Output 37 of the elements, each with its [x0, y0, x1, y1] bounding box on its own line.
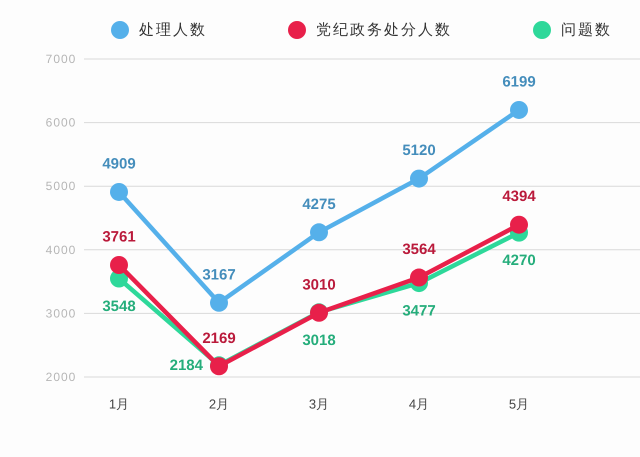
data-label: 6199 — [502, 73, 536, 90]
data-label: 5120 — [402, 142, 436, 160]
point — [510, 216, 528, 234]
data-label: 3018 — [302, 332, 336, 349]
data-label: 3564 — [402, 241, 436, 258]
data-label: 4275 — [302, 196, 336, 213]
data-label: 4909 — [102, 155, 136, 172]
legend-label: 处理人数 — [139, 22, 207, 38]
legend-label: 党纪政务处分人数 — [316, 22, 452, 38]
data-label: 4394 — [502, 188, 536, 206]
x-tick-label: 4月 — [408, 396, 430, 412]
point — [310, 223, 328, 242]
data-label: 3477 — [402, 302, 436, 320]
data-label: 2169 — [202, 330, 236, 347]
x-tick-label: 3月 — [308, 396, 330, 412]
data-label: 3761 — [102, 228, 136, 246]
y-tick-label: 3000 — [46, 306, 76, 320]
point — [410, 268, 428, 287]
point — [110, 182, 128, 201]
data-label: 3167 — [202, 266, 236, 284]
legend-label: 问题数 — [561, 22, 612, 38]
y-tick-label: 5000 — [46, 179, 76, 194]
data-label: 4270 — [502, 252, 536, 270]
x-tick-label: 1月 — [108, 396, 130, 412]
y-tick-label: 4000 — [46, 242, 76, 257]
data-label: 2184 — [170, 356, 204, 374]
y-tick-label: 2000 — [46, 370, 76, 384]
data-label: 3010 — [302, 276, 336, 294]
y-tick-label: 7000 — [46, 52, 76, 66]
point — [210, 294, 228, 312]
point — [110, 256, 128, 274]
point — [510, 100, 528, 119]
x-tick-label: 5月 — [508, 396, 530, 412]
y-tick-label: 6000 — [46, 116, 76, 130]
data-label: 3548 — [102, 298, 136, 316]
point — [410, 170, 428, 188]
x-tick-label: 2月 — [208, 396, 230, 412]
